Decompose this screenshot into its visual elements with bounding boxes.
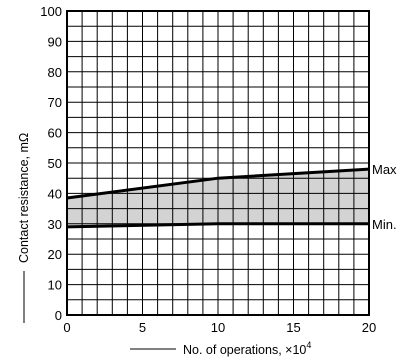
y-tick-label: 90: [48, 34, 62, 49]
x-axis-title-exponent: 4: [306, 340, 311, 350]
min-series-label: Min.: [372, 217, 397, 232]
y-axis-title-group: Contact resistance, mΩ: [17, 133, 31, 323]
x-tick-label: 10: [211, 320, 225, 335]
x-axis-title-group: No. of operations, ×104: [130, 340, 311, 357]
y-tick-label: 30: [48, 217, 62, 232]
x-axis-title-main: No. of operations, ×10: [183, 343, 306, 357]
y-tick-label: 60: [48, 126, 62, 141]
y-tick-label: 80: [48, 65, 62, 80]
y-tick-label: 0: [55, 308, 62, 323]
y-tick-label: 20: [48, 247, 62, 262]
y-tick-label: 10: [48, 278, 62, 293]
x-axis-title: No. of operations, ×104: [183, 340, 311, 357]
y-tick-labels: 0 10 20 30 40 50 60 70 80 90 100: [40, 4, 62, 323]
min-series-line: [66, 222, 369, 229]
plot-frame: [66, 10, 370, 316]
max-series-label: Max: [372, 162, 397, 177]
max-series-line: [66, 167, 370, 200]
x-tick-label: 5: [139, 320, 146, 335]
x-tick-labels: 0 5 10 15 20: [63, 320, 376, 335]
grid: [67, 11, 369, 315]
y-tick-label: 40: [48, 186, 62, 201]
x-tick-label: 15: [286, 320, 300, 335]
y-tick-label: 50: [48, 156, 62, 171]
x-tick-label: 0: [63, 320, 70, 335]
series-labels: Max Min.: [372, 162, 397, 232]
y-axis-title: Contact resistance, mΩ: [17, 133, 31, 263]
y-tick-label: 100: [40, 4, 62, 19]
series-lines: [66, 167, 370, 229]
x-tick-label: 20: [362, 320, 376, 335]
y-tick-label: 70: [48, 95, 62, 110]
